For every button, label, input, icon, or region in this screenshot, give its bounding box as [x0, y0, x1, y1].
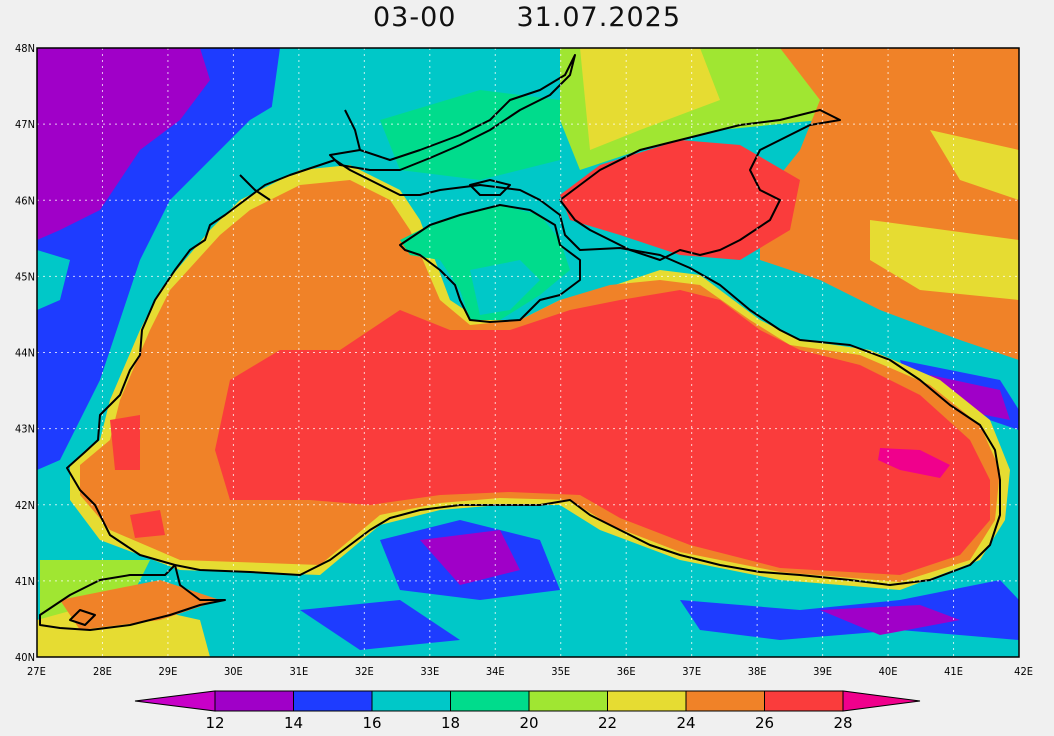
longitude-label: 30E: [224, 665, 243, 678]
longitude-label: 31E: [289, 665, 308, 678]
longitude-label: 37E: [682, 665, 701, 678]
longitude-label: 29E: [159, 665, 178, 678]
longitude-label: 34E: [486, 665, 505, 678]
grid-lines: [37, 48, 1019, 657]
longitude-label: 38E: [748, 665, 767, 678]
colorbar-over-arrow: [842, 690, 921, 712]
field-south-blue-3: [300, 600, 460, 650]
azov-coast: [559, 109, 841, 261]
title-date: 31.07.2025: [516, 2, 682, 33]
latitude-label: 42N: [15, 499, 35, 512]
sea-red-west-patch: [110, 415, 140, 470]
colorbar-segment: [214, 690, 294, 712]
latitude-label: 43N: [15, 423, 35, 436]
dnieper-coast: [329, 54, 576, 171]
longitude-label: 42E: [1014, 665, 1033, 678]
colorbar-segment: [371, 690, 451, 712]
longitude-labels: 27E 28E 29E 30E 31E 32E 33E 34E 35E 36E 37E 38E 39E 4…: [27, 665, 1033, 678]
colorbar-segment: [528, 690, 608, 712]
colorbar-label: 12: [205, 714, 224, 732]
colorbar-segment: [293, 690, 373, 712]
latitude-label: 45N: [15, 270, 35, 283]
coastline: [39, 54, 1001, 631]
latitude-label: 48N: [15, 42, 35, 55]
sea-red-sw-patch: [130, 510, 165, 538]
field-east-yellow-2: [930, 130, 1019, 200]
field-south-purple-2: [820, 605, 960, 635]
temperature-field: [37, 48, 1019, 657]
colorbar-under-arrow: [134, 690, 216, 712]
latitude-label: 40N: [15, 651, 35, 664]
longitude-label: 33E: [420, 665, 439, 678]
colorbar-label: 28: [833, 714, 852, 732]
colorbar-segment: [607, 690, 687, 712]
longitude-label: 40E: [879, 665, 898, 678]
colorbar-label: 14: [284, 714, 303, 732]
longitude-label: 41E: [944, 665, 963, 678]
field-east-yellow: [870, 220, 1019, 300]
colorbar-label: 16: [362, 714, 381, 732]
black-sea-coast: [66, 159, 1001, 586]
bug-estuary: [344, 109, 361, 151]
crimea-cyan: [470, 260, 540, 315]
longitude-label: 28E: [93, 665, 112, 678]
field-west-cyan-patch: [37, 250, 70, 310]
colorbar-segment: [685, 690, 765, 712]
colorbar-label: 20: [519, 714, 538, 732]
longitude-label: 36E: [617, 665, 636, 678]
field-marmara: [60, 580, 220, 630]
plot-frame: [36, 47, 1020, 658]
longitude-label: 39E: [813, 665, 832, 678]
marmara-island: [69, 609, 96, 626]
marmara-coast: [39, 564, 226, 631]
sea-red-core: [215, 290, 990, 575]
longitude-label: 32E: [355, 665, 374, 678]
colorbar-label: 24: [676, 714, 695, 732]
latitude-label: 47N: [15, 118, 35, 131]
latitude-label: 44N: [15, 347, 35, 360]
sea-magenta-spot: [878, 448, 950, 478]
crimea-coast: [399, 204, 581, 323]
field-east-purple: [930, 375, 1010, 420]
colorbar-label: 22: [598, 714, 617, 732]
colorbar-label: 26: [755, 714, 774, 732]
colorbar-label: 18: [441, 714, 460, 732]
field-west-purple: [37, 48, 210, 240]
latitude-label: 46N: [15, 194, 35, 207]
latitude-label: 41N: [15, 575, 35, 588]
colorbar-segment: [450, 690, 530, 712]
title-time: 03-00: [372, 2, 457, 33]
dniester-estuary: [239, 174, 271, 201]
map-title: 03-00 31.07.2025: [0, 2, 1054, 42]
colorbar-segment: [764, 690, 844, 712]
colorbar: 12 14 16 18 20 22 24 26 28: [134, 690, 921, 732]
longitude-label: 35E: [551, 665, 570, 678]
longitude-label: 27E: [27, 665, 46, 678]
latitude-labels: 48N 47N 46N 45N 44N 43N 42N 41N 40N: [15, 42, 35, 664]
sivash-islet: [469, 179, 511, 196]
